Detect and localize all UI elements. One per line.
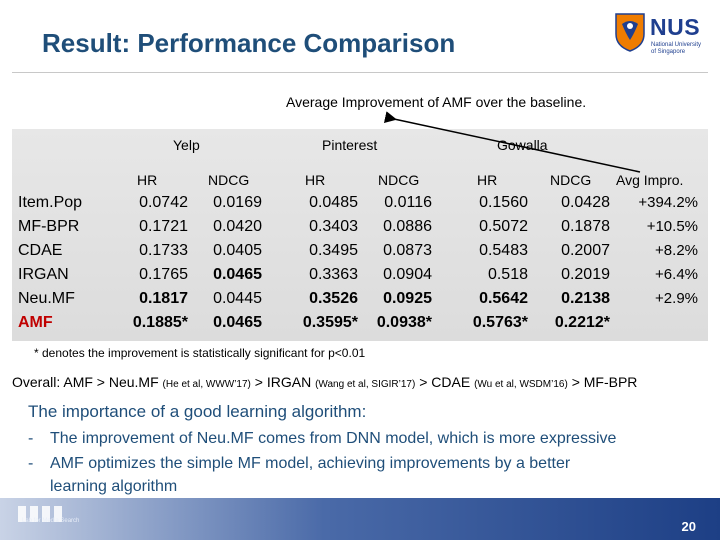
table-cell: 0.5483: [479, 242, 528, 259]
nus-logo: NUS National University of Singapore: [614, 12, 714, 62]
importance-bullet-1-text: The improvement of Neu.MF comes from DNN…: [50, 430, 617, 447]
slide-title: Result: Performance Comparison: [42, 28, 456, 58]
avg-improvement-cell: +2.9%: [655, 290, 698, 307]
avg-improvement-cell: +394.2%: [638, 194, 698, 211]
page-number: 20: [681, 519, 696, 534]
row-label: IRGAN: [18, 266, 69, 283]
table-cell: 0.3526: [309, 290, 358, 307]
table-cell: 0.3495: [309, 242, 358, 259]
table-cell: 0.5072: [479, 218, 528, 235]
significance-footnote: * denotes the improvement is statistical…: [34, 346, 366, 360]
importance-bullet-1: - The improvement of Neu.MF comes from DN…: [28, 430, 617, 447]
table-cell: 0.1817: [139, 290, 188, 307]
avg-improvement-cell: +8.2%: [655, 242, 698, 259]
table-cell: 0.0169: [213, 194, 262, 211]
overall-lead: Overall: AMF > Neu.MF: [12, 374, 159, 390]
table-cell: 0.1885*: [132, 314, 188, 331]
table-cell: 0.5642: [479, 290, 528, 307]
col-header-yelp-hr: HR: [137, 172, 158, 188]
nus-wordmark: NUS: [650, 14, 701, 40]
col-header-pinterest-ndcg: NDCG: [378, 172, 420, 188]
importance-bullet-2: - AMF optimizes the simple MF model, achi…: [28, 455, 571, 472]
lab-name: Lab for Media Search: [22, 518, 80, 524]
group-header-yelp: Yelp: [173, 137, 200, 153]
importance-bullet-2-cont-text: learning algorithm: [50, 478, 178, 495]
avg-improvement-cell: +10.5%: [646, 218, 698, 235]
table-cell: 0.2138: [561, 290, 610, 307]
col-header-yelp-ndcg: NDCG: [208, 172, 250, 188]
table-cell: 0.2007: [561, 242, 610, 259]
table-cell: 0.0485: [309, 194, 358, 211]
table-cell: 0.1765: [139, 266, 188, 283]
nus-crest-icon: [615, 13, 645, 52]
row-label: CDAE: [18, 242, 63, 259]
table-cell: 0.0904: [383, 266, 432, 283]
table-cell: 0.3595*: [302, 314, 358, 331]
row-label: MF-BPR: [18, 218, 80, 235]
overall-tail: > MF-BPR: [571, 374, 638, 390]
row-label: Neu.MF: [18, 290, 75, 307]
nus-subtitle-line1: National University: [651, 42, 702, 48]
row-label: Item.Pop: [18, 194, 83, 211]
table-cell: 0.0445: [213, 290, 262, 307]
importance-heading: The importance of a good learning algori…: [28, 402, 367, 421]
col-header-pinterest-hr: HR: [305, 172, 326, 188]
table-cell: 0.3403: [309, 218, 358, 235]
nus-subtitle-line2: of Singapore: [651, 49, 686, 55]
table-cell: 0.0742: [139, 194, 188, 211]
table-cell: 0.0925: [383, 290, 432, 307]
overall-irgan: > IRGAN: [254, 374, 312, 390]
table-cell: 0.1560: [479, 194, 528, 211]
group-header-pinterest: Pinterest: [322, 137, 378, 153]
table-cell: 0.0938*: [376, 314, 432, 331]
cdae-reference: (Wu et al, WSDM’16): [474, 379, 568, 390]
importance-bullet-2-cont: learning algorithm: [28, 478, 177, 496]
row-label: AMF: [18, 314, 53, 331]
table-cell: 0.1721: [139, 218, 188, 235]
table-cell: 0.5763*: [472, 314, 528, 331]
table-cell: 0.2019: [561, 266, 610, 283]
table-cell: 0.0405: [213, 242, 262, 259]
col-header-gowalla-ndcg: NDCG: [550, 172, 592, 188]
table-cell: 0.3363: [309, 266, 358, 283]
table-cell: 0.0465: [213, 314, 262, 331]
table-cell: 0.0465: [213, 266, 262, 283]
table-cell: 0.0886: [383, 218, 432, 235]
title-divider: [12, 72, 708, 73]
table-cell: 0.518: [487, 266, 528, 283]
overall-cdae: > CDAE: [419, 374, 471, 390]
table-cell: 0.0873: [383, 242, 432, 259]
table-cell: 0.0420: [213, 218, 262, 235]
table-cell: 0.0428: [561, 194, 610, 211]
table-cell: 0.1733: [139, 242, 188, 259]
overall-ranking: Overall: AMF > Neu.MF (He et al, WWW’17)…: [12, 374, 637, 390]
table-cell: 0.0116: [384, 194, 432, 211]
col-header-avg-impro: Avg Impro.: [616, 172, 684, 188]
irgan-reference: (Wang et al, SIGIR’17): [315, 379, 416, 390]
footer-band: Lab for Media Search 20: [0, 498, 720, 540]
lms-logo-icon: [18, 506, 62, 522]
avg-improvement-caption: Average Improvement of AMF over the base…: [286, 94, 587, 110]
avg-improvement-cell: +6.4%: [655, 266, 698, 283]
col-header-gowalla-hr: HR: [477, 172, 498, 188]
group-header-gowalla: Gowalla: [497, 137, 548, 153]
neumf-reference: (He et al, WWW’17): [162, 379, 251, 390]
table-cell: 0.1878: [561, 218, 610, 235]
nus-subtitle: National University of Singapore: [651, 42, 701, 56]
table-cell: 0.2212*: [554, 314, 610, 331]
importance-bullet-2-text: AMF optimizes the simple MF model, achie…: [50, 455, 571, 472]
